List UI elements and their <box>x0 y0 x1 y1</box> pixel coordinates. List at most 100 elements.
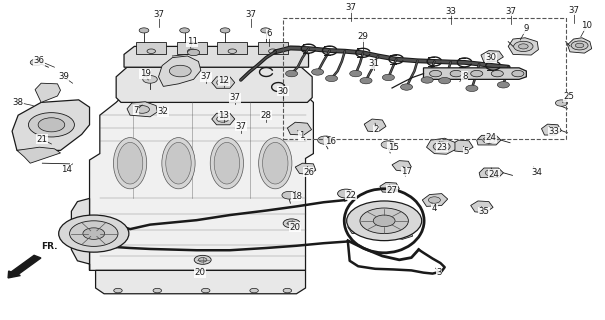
Text: 33: 33 <box>548 127 559 136</box>
Text: 23: 23 <box>436 143 447 152</box>
Text: 26: 26 <box>303 168 314 177</box>
Circle shape <box>338 189 355 198</box>
Circle shape <box>439 77 451 84</box>
Polygon shape <box>567 38 592 53</box>
Text: 17: 17 <box>401 167 412 176</box>
Ellipse shape <box>113 138 146 189</box>
Circle shape <box>180 28 189 33</box>
Text: 6: 6 <box>266 29 272 38</box>
Ellipse shape <box>214 142 240 184</box>
Circle shape <box>428 197 440 203</box>
Text: 30: 30 <box>486 53 497 62</box>
Polygon shape <box>124 46 309 67</box>
Polygon shape <box>364 119 386 132</box>
Text: 1: 1 <box>298 131 304 140</box>
Circle shape <box>220 28 230 33</box>
Circle shape <box>194 255 211 264</box>
Polygon shape <box>212 77 235 88</box>
Circle shape <box>491 70 503 77</box>
Text: 37: 37 <box>246 10 257 19</box>
Polygon shape <box>392 161 411 171</box>
Circle shape <box>325 75 338 82</box>
Polygon shape <box>390 229 413 239</box>
Text: 28: 28 <box>261 111 272 120</box>
Circle shape <box>514 41 533 52</box>
Polygon shape <box>348 219 372 234</box>
Circle shape <box>466 85 478 92</box>
Circle shape <box>433 142 450 151</box>
Circle shape <box>59 215 129 252</box>
Text: 4: 4 <box>431 204 437 213</box>
Polygon shape <box>136 42 166 54</box>
Polygon shape <box>477 135 501 145</box>
Polygon shape <box>481 51 503 62</box>
Text: 18: 18 <box>291 192 302 201</box>
Circle shape <box>483 137 495 143</box>
Circle shape <box>70 221 118 246</box>
Text: 24: 24 <box>486 133 497 142</box>
Text: 27: 27 <box>387 186 397 195</box>
Text: 9: 9 <box>524 24 529 33</box>
Circle shape <box>373 215 395 227</box>
Text: 2: 2 <box>373 125 379 134</box>
Text: 15: 15 <box>388 143 399 152</box>
Circle shape <box>147 49 155 53</box>
Circle shape <box>421 77 433 83</box>
Text: 37: 37 <box>506 7 517 16</box>
Circle shape <box>28 113 74 137</box>
Circle shape <box>282 191 296 199</box>
Text: 7: 7 <box>133 106 139 115</box>
Text: 11: 11 <box>187 37 198 46</box>
Polygon shape <box>35 83 60 102</box>
Circle shape <box>497 82 509 88</box>
Text: 10: 10 <box>581 21 592 30</box>
Text: 22: 22 <box>345 191 356 200</box>
Circle shape <box>286 70 298 77</box>
Circle shape <box>83 228 105 239</box>
Polygon shape <box>258 42 288 54</box>
Text: 33: 33 <box>445 7 456 16</box>
Polygon shape <box>12 100 90 150</box>
Polygon shape <box>424 68 526 79</box>
Polygon shape <box>159 56 201 86</box>
Circle shape <box>153 288 162 293</box>
Polygon shape <box>422 194 448 206</box>
Circle shape <box>360 77 372 84</box>
Polygon shape <box>71 198 90 270</box>
Circle shape <box>217 79 229 86</box>
Polygon shape <box>177 42 207 54</box>
Circle shape <box>188 49 196 53</box>
Circle shape <box>169 65 191 77</box>
Polygon shape <box>427 138 455 154</box>
Polygon shape <box>295 163 316 174</box>
Polygon shape <box>508 38 538 55</box>
Circle shape <box>201 288 210 293</box>
Text: 20: 20 <box>290 223 301 232</box>
Text: 19: 19 <box>140 69 151 78</box>
Ellipse shape <box>211 138 243 189</box>
Circle shape <box>381 141 396 148</box>
Text: 37: 37 <box>235 122 246 131</box>
Text: 35: 35 <box>479 207 489 216</box>
Text: 20: 20 <box>194 268 205 277</box>
Polygon shape <box>212 113 235 125</box>
Ellipse shape <box>263 142 288 184</box>
Text: 31: 31 <box>368 60 379 68</box>
Circle shape <box>382 74 394 81</box>
Bar <box>283 18 566 139</box>
Circle shape <box>471 70 483 77</box>
Circle shape <box>217 116 229 122</box>
Text: 24: 24 <box>488 170 499 179</box>
Polygon shape <box>380 182 399 193</box>
Polygon shape <box>127 102 157 117</box>
Polygon shape <box>479 168 503 178</box>
Circle shape <box>188 49 200 56</box>
Text: 21: 21 <box>37 135 48 144</box>
Ellipse shape <box>166 142 191 184</box>
Polygon shape <box>116 67 312 102</box>
Text: 38: 38 <box>13 98 24 107</box>
Circle shape <box>571 41 588 50</box>
Polygon shape <box>471 201 493 213</box>
Text: 36: 36 <box>34 56 45 65</box>
Text: 37: 37 <box>345 4 356 12</box>
